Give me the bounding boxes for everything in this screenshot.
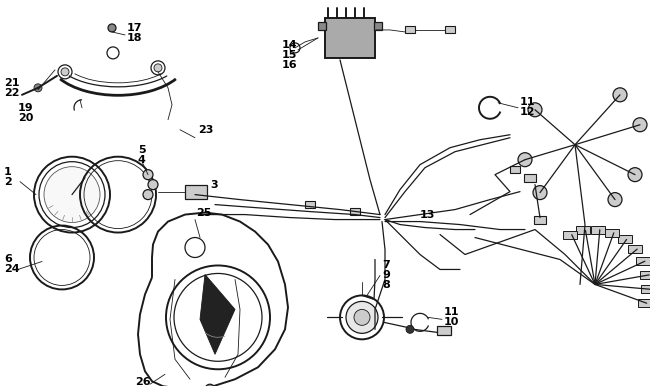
Circle shape — [44, 167, 100, 223]
Circle shape — [143, 190, 153, 200]
Text: 2: 2 — [4, 176, 12, 187]
Text: 7: 7 — [382, 260, 390, 271]
Circle shape — [346, 301, 378, 333]
Text: 8: 8 — [382, 281, 390, 290]
Text: 24: 24 — [4, 264, 20, 274]
Bar — [591, 226, 604, 234]
Bar — [325, 18, 375, 58]
Polygon shape — [200, 274, 235, 354]
Text: 23: 23 — [198, 125, 213, 135]
Circle shape — [34, 84, 42, 92]
Circle shape — [528, 103, 542, 117]
Text: 3: 3 — [210, 180, 218, 190]
Text: 11: 11 — [520, 97, 536, 107]
Bar — [604, 229, 619, 237]
Text: 20: 20 — [18, 113, 33, 123]
Bar — [374, 22, 382, 30]
Circle shape — [143, 170, 153, 180]
Circle shape — [354, 309, 370, 325]
Text: 18: 18 — [127, 33, 142, 43]
Bar — [534, 216, 546, 224]
Text: 6: 6 — [4, 255, 12, 264]
Text: 4: 4 — [138, 155, 146, 165]
Bar — [510, 166, 520, 173]
Circle shape — [108, 24, 116, 32]
Bar — [641, 285, 650, 293]
Text: 17: 17 — [127, 23, 142, 33]
Bar — [305, 201, 315, 208]
Circle shape — [205, 384, 215, 387]
Text: 21: 21 — [4, 78, 20, 88]
Bar — [437, 326, 451, 335]
Text: 11: 11 — [444, 307, 460, 317]
Bar — [524, 174, 536, 182]
Bar — [640, 271, 650, 279]
Circle shape — [518, 153, 532, 167]
Bar — [405, 26, 415, 33]
Bar — [618, 235, 632, 243]
Circle shape — [608, 193, 622, 207]
Bar — [318, 22, 326, 30]
Bar — [638, 299, 650, 307]
Bar — [563, 231, 577, 239]
Text: 12: 12 — [520, 107, 536, 117]
Text: 10: 10 — [444, 317, 460, 327]
Bar — [350, 208, 360, 215]
Circle shape — [406, 325, 414, 333]
Bar — [185, 185, 207, 199]
Text: 25: 25 — [196, 207, 211, 217]
Text: 1: 1 — [4, 167, 12, 176]
Circle shape — [633, 118, 647, 132]
Text: 9: 9 — [382, 271, 390, 281]
Bar — [636, 257, 650, 265]
Circle shape — [533, 186, 547, 200]
Bar — [445, 26, 455, 33]
Circle shape — [613, 88, 627, 102]
Circle shape — [148, 180, 158, 190]
Bar — [628, 245, 642, 253]
Text: 22: 22 — [4, 88, 20, 98]
Text: 14: 14 — [282, 40, 298, 50]
Circle shape — [628, 168, 642, 182]
Text: 5: 5 — [138, 145, 146, 155]
Circle shape — [154, 64, 162, 72]
Circle shape — [61, 68, 69, 76]
Text: 15: 15 — [282, 50, 298, 60]
Bar — [577, 226, 590, 235]
Text: 13: 13 — [420, 210, 436, 219]
Text: 26: 26 — [135, 377, 151, 387]
Text: 19: 19 — [18, 103, 34, 113]
Text: 16: 16 — [282, 60, 298, 70]
